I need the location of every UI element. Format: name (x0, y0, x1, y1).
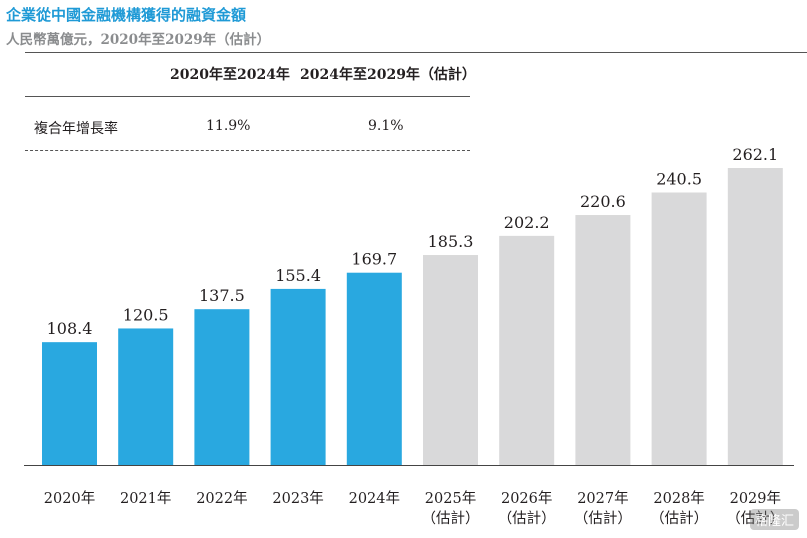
x-tick-label: 2025年 (425, 490, 476, 507)
bar-value-label: 202.2 (504, 213, 550, 232)
bar-actual (42, 342, 97, 465)
table-bottom-dashed-rule (25, 150, 470, 151)
bar-value-label: 120.5 (123, 305, 169, 324)
x-tick-note: （估計） (498, 510, 556, 527)
cagr-header-period-2: 2024年至2029年（估計） (300, 67, 476, 83)
bar-actual (194, 309, 250, 465)
bar-actual (270, 288, 326, 465)
x-tick-note: （估計） (650, 510, 708, 527)
x-tick-label: 2023年 (272, 490, 323, 507)
x-tick-label: 2021年 (120, 490, 171, 507)
bar-value-label: 155.4 (275, 266, 321, 285)
chart-title: 企業從中國金融機構獲得的融資金額 (6, 6, 247, 24)
cagr-value-period-1: 11.9% (206, 118, 251, 134)
cagr-row-label: 複合年增長率 (34, 121, 118, 137)
chart-subtitle: 人民幣萬億元，2020年至2029年（估計） (6, 32, 271, 48)
bar-forecast (499, 235, 555, 465)
x-tick-label: 2028年 (653, 490, 704, 507)
x-tick-label: 2022年 (196, 490, 247, 507)
x-tick-note: （估計） (726, 510, 784, 527)
watermark-logo: 格隆汇 (749, 509, 799, 530)
x-axis-line (24, 465, 794, 466)
cagr-value-period-2: 9.1% (368, 118, 404, 134)
bar-value-label: 137.5 (199, 286, 245, 305)
bar-value-label: 185.3 (428, 232, 474, 251)
table-top-rule (25, 52, 807, 53)
x-tick-label: 2026年 (501, 490, 552, 507)
bar-actual (118, 328, 174, 465)
x-tick-label: 2024年 (349, 490, 400, 507)
x-tick-label: 2029年 (730, 490, 781, 507)
bar-forecast (575, 215, 631, 465)
x-tick-label: 2027年 (577, 490, 628, 507)
bar-forecast (423, 255, 478, 465)
bar-actual (346, 272, 402, 465)
bar-value-label: 240.5 (656, 169, 702, 188)
bar-value-label: 169.7 (351, 250, 397, 269)
x-tick-note: （估計） (574, 510, 632, 527)
bar-forecast (651, 192, 707, 466)
cagr-header-period-1: 2020年至2024年 (170, 67, 290, 83)
bar-forecast (727, 168, 783, 465)
x-tick-note: （估計） (422, 510, 480, 527)
bar-value-label: 108.4 (47, 319, 93, 338)
x-tick-label: 2020年 (44, 490, 95, 507)
bar-value-label: 220.6 (580, 192, 626, 211)
table-header-rule (25, 96, 470, 97)
bar-value-label: 262.1 (732, 145, 778, 164)
